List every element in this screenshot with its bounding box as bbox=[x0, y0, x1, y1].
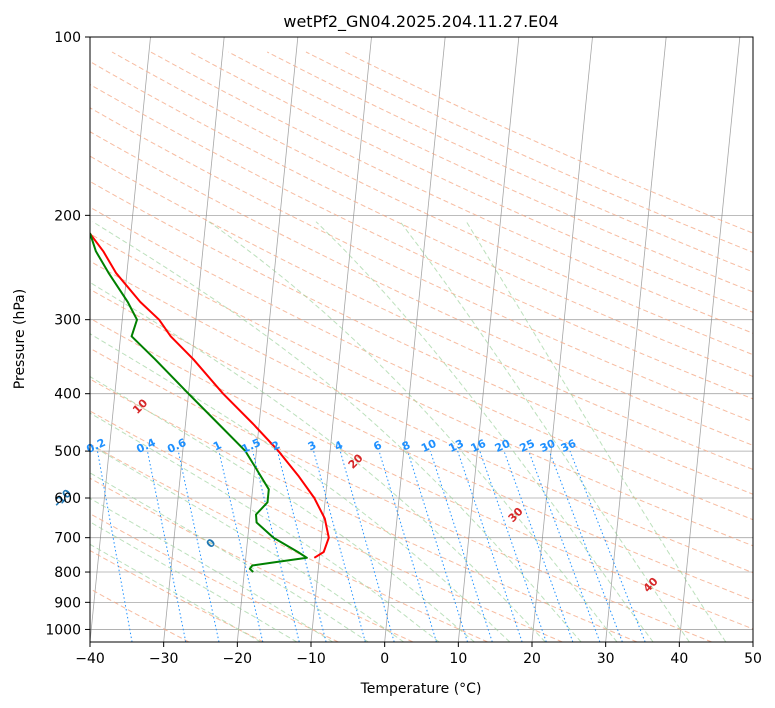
mixing-ratio-line bbox=[96, 451, 133, 642]
mixing-ratio-line bbox=[276, 450, 327, 642]
y-axis-label: Pressure (hPa) bbox=[12, 289, 28, 389]
mixing-ratio-label: 36 bbox=[559, 437, 579, 455]
dry-adiabat-line bbox=[90, 180, 753, 495]
dry-adiabat-line bbox=[90, 206, 753, 521]
x-tick-label: −20 bbox=[223, 651, 253, 667]
isotherm-line bbox=[163, 37, 225, 642]
dewpoint-line bbox=[90, 232, 308, 573]
mixing-ratio-line bbox=[479, 450, 547, 642]
x-tick-label: 10 bbox=[449, 651, 467, 667]
dry-adiabat-line bbox=[90, 378, 638, 642]
y-tick-label: 400 bbox=[54, 387, 81, 403]
x-tick-label: 50 bbox=[744, 651, 762, 667]
isotherm-line bbox=[531, 37, 593, 642]
dry-adiabat-line bbox=[90, 61, 753, 378]
moist-adiabat-line bbox=[90, 376, 475, 642]
dry-adiabat-line bbox=[90, 107, 753, 423]
y-tick-label: 300 bbox=[54, 313, 81, 329]
dry-adiabat-line bbox=[90, 410, 563, 642]
x-tick-label: 30 bbox=[597, 651, 615, 667]
moist-adiabat-line bbox=[90, 333, 511, 642]
mixing-ratio-line bbox=[378, 450, 437, 642]
mixing-ratio-line bbox=[339, 450, 395, 642]
temperature-line bbox=[90, 231, 330, 559]
isotherm-line bbox=[457, 37, 520, 642]
dry-adiabat-line bbox=[90, 477, 414, 642]
dry-adiabat-line bbox=[90, 588, 190, 642]
y-tick-label: 700 bbox=[54, 531, 81, 547]
plot-frame bbox=[89, 36, 754, 643]
mixing-ratio-line bbox=[457, 450, 523, 642]
moist-adiabat-line bbox=[90, 281, 546, 642]
x-tick-label: −10 bbox=[296, 651, 326, 667]
dry-adiabat-line bbox=[90, 260, 753, 574]
mixing-ratio-label: 25 bbox=[518, 437, 537, 455]
y-tick-label: 900 bbox=[54, 595, 81, 611]
moist-adiabat-line bbox=[90, 543, 262, 642]
dry-adiabat-line bbox=[90, 233, 753, 547]
x-axis-label: Temperature (°C) bbox=[360, 681, 482, 697]
dry-adiabat-line bbox=[90, 317, 753, 630]
x-tick-label: −30 bbox=[149, 651, 179, 667]
y-tick-label: 200 bbox=[54, 208, 81, 224]
moist-adiabat-line bbox=[208, 221, 618, 642]
y-tick-label: 1000 bbox=[45, 622, 81, 638]
x-tick-label: 20 bbox=[523, 651, 541, 667]
moist-adiabat-line bbox=[90, 497, 334, 642]
moist-adiabat-line bbox=[399, 221, 690, 642]
mixing-ratio-line bbox=[429, 450, 493, 642]
y-tick-label: 500 bbox=[54, 444, 81, 460]
mixing-ratio-line bbox=[146, 451, 187, 642]
x-tick-label: 40 bbox=[670, 651, 688, 667]
y-tick-label: 800 bbox=[54, 565, 81, 581]
mixing-ratio-label: 30 bbox=[538, 437, 558, 455]
dry-adiabat-line bbox=[111, 51, 753, 356]
x-tick-label: 0 bbox=[380, 651, 389, 667]
isotherm-line bbox=[384, 37, 446, 642]
dry-adiabat-line bbox=[90, 549, 264, 642]
moist-adiabat-line bbox=[465, 221, 727, 642]
isotherm-line bbox=[90, 37, 151, 642]
mixing-ratio-label: 10 bbox=[419, 437, 439, 455]
mixing-ratio-line bbox=[313, 450, 366, 642]
mixing-ratio-label: 20 bbox=[493, 437, 513, 455]
mixing-ratio-label: 16 bbox=[469, 437, 489, 455]
isotherm-line bbox=[678, 37, 741, 642]
chart-title: wetPf2_GN04.2025.204.11.27.E04 bbox=[283, 12, 558, 32]
mixing-ratio-line bbox=[503, 450, 574, 642]
dry-adiabat-line bbox=[90, 443, 488, 642]
dry-adiabat-line bbox=[150, 51, 753, 334]
dry-adiabat-line bbox=[90, 83, 753, 400]
mixing-ratio-line bbox=[252, 450, 300, 642]
mixing-ratio-line bbox=[407, 450, 468, 642]
isotherm-line bbox=[236, 37, 299, 642]
moist-adiabat-line bbox=[90, 444, 404, 642]
moist-adiabat-line bbox=[315, 221, 654, 642]
x-tick-label: −40 bbox=[75, 651, 105, 667]
mixing-ratio-line bbox=[218, 450, 264, 642]
isotherm-line bbox=[605, 37, 667, 642]
y-tick-label: 100 bbox=[54, 30, 81, 46]
mixing-ratio-line bbox=[177, 450, 220, 642]
y-tick-label: 600 bbox=[54, 491, 81, 507]
mixing-ratio-label: 13 bbox=[447, 437, 466, 455]
